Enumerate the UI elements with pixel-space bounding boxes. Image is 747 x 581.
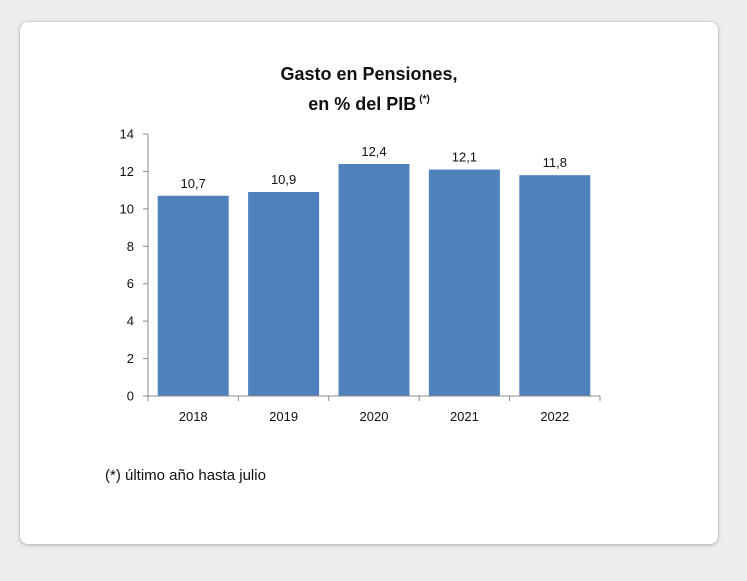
x-tick-label-2018: 2018 (179, 409, 208, 424)
bar-2021 (428, 169, 500, 396)
y-tick-label-12: 12 (120, 164, 134, 179)
chart-title: Gasto en Pensiones, en % del PIB (*) (20, 62, 718, 117)
data-label-2022: 11,8 (543, 155, 567, 170)
y-tick-label-0: 0 (127, 389, 134, 404)
bar-chart: 10,7 2018 10,9 2019 12,4 2020 12,1 2021 11,8 2022… (120, 127, 601, 424)
y-tick-label-2: 2 (127, 351, 134, 366)
x-tick-label-2020: 2020 (360, 409, 389, 424)
data-label-2018: 10,7 (181, 176, 206, 191)
x-tick-label-2021: 2021 (450, 409, 479, 424)
chart-title-line2: en % del PIB (*) (20, 87, 718, 117)
y-tick-label-14: 14 (120, 127, 134, 142)
chart-card: Gasto en Pensiones, en % del PIB (*) 10,7… (20, 22, 718, 544)
x-tick-label-2022: 2022 (540, 409, 569, 424)
chart-title-line1: Gasto en Pensiones, (280, 64, 458, 84)
chart-title-footnote-mark: (*) (419, 94, 430, 105)
data-label-2019: 10,9 (271, 172, 296, 187)
data-label-2020: 12,4 (361, 144, 386, 159)
bar-2019 (248, 192, 320, 396)
bar-2022 (519, 175, 591, 396)
y-tick-label-6: 6 (127, 276, 134, 291)
chart-title-line2-text: en % del PIB (308, 94, 417, 114)
y-tick-label-4: 4 (127, 314, 134, 329)
bar-2018 (157, 195, 229, 396)
bar-2020 (338, 163, 410, 396)
y-tick-label-10: 10 (120, 201, 134, 216)
footnote: (*) último año hasta julio (105, 467, 266, 484)
y-tick-label-8: 8 (127, 239, 134, 254)
x-tick-label-2019: 2019 (269, 409, 298, 424)
data-label-2021: 12,1 (452, 150, 477, 165)
